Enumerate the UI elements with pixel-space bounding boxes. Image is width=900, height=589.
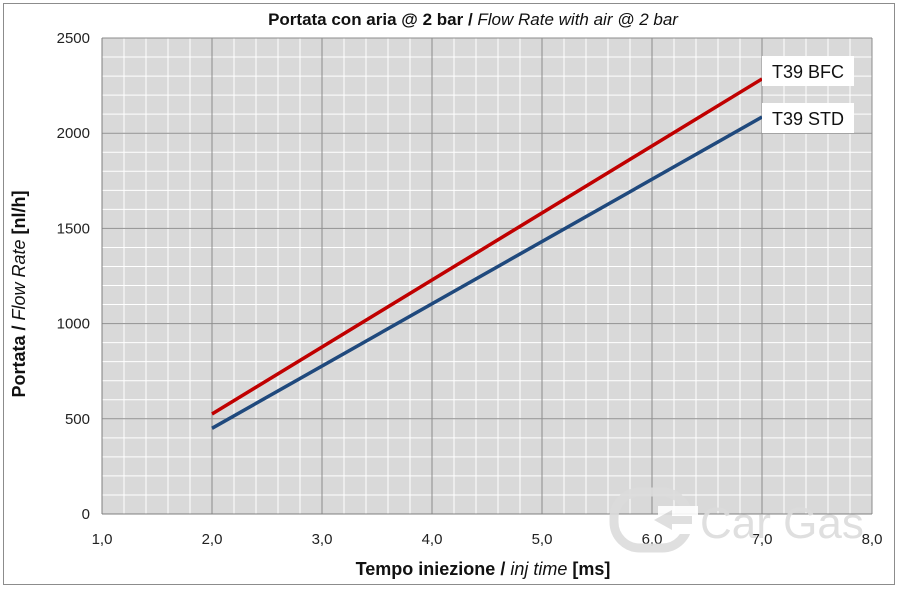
y-tick-label: 1000	[57, 316, 90, 333]
series-label-std: T39 STD	[772, 109, 844, 129]
y-tick-label: 500	[65, 411, 90, 428]
cargas-watermark: Car Gas	[609, 487, 864, 553]
series-label-bfc: T39 BFC	[772, 62, 844, 82]
series-lines	[211, 77, 763, 430]
cargas-logo-icon	[609, 487, 698, 553]
y-tick-label: 0	[82, 506, 90, 523]
x-tick-label: 1,0	[92, 531, 113, 548]
watermark-text: Car Gas	[700, 499, 864, 548]
y-axis-label: Portata / Flow Rate [nl/h]	[9, 190, 29, 397]
x-tick-label: 8,0	[862, 531, 883, 548]
series-label-bg-bfc	[762, 56, 854, 86]
x-axis-label: Tempo iniezione / inj time [ms]	[356, 559, 611, 579]
x-tick-label: 7,0	[752, 531, 773, 548]
series-line-t39-std	[211, 115, 763, 430]
chart-title: Portata con aria @ 2 bar / Flow Rate wit…	[268, 10, 679, 29]
series-label-bg-std	[762, 103, 854, 133]
x-tick-label: 3,0	[312, 531, 333, 548]
y-tick-label: 1500	[57, 220, 90, 237]
series-line-t39-bfc	[211, 77, 763, 416]
y-tick-labels: 0 500 1000 1500 2000 2500	[57, 30, 90, 523]
x-tick-label: 2,0	[202, 531, 223, 548]
x-tick-label: 4,0	[422, 531, 443, 548]
y-tick-label: 2000	[57, 125, 90, 142]
plot-area	[102, 38, 872, 514]
y-tick-label: 2500	[57, 30, 90, 47]
x-tick-label: 5,0	[532, 531, 553, 548]
